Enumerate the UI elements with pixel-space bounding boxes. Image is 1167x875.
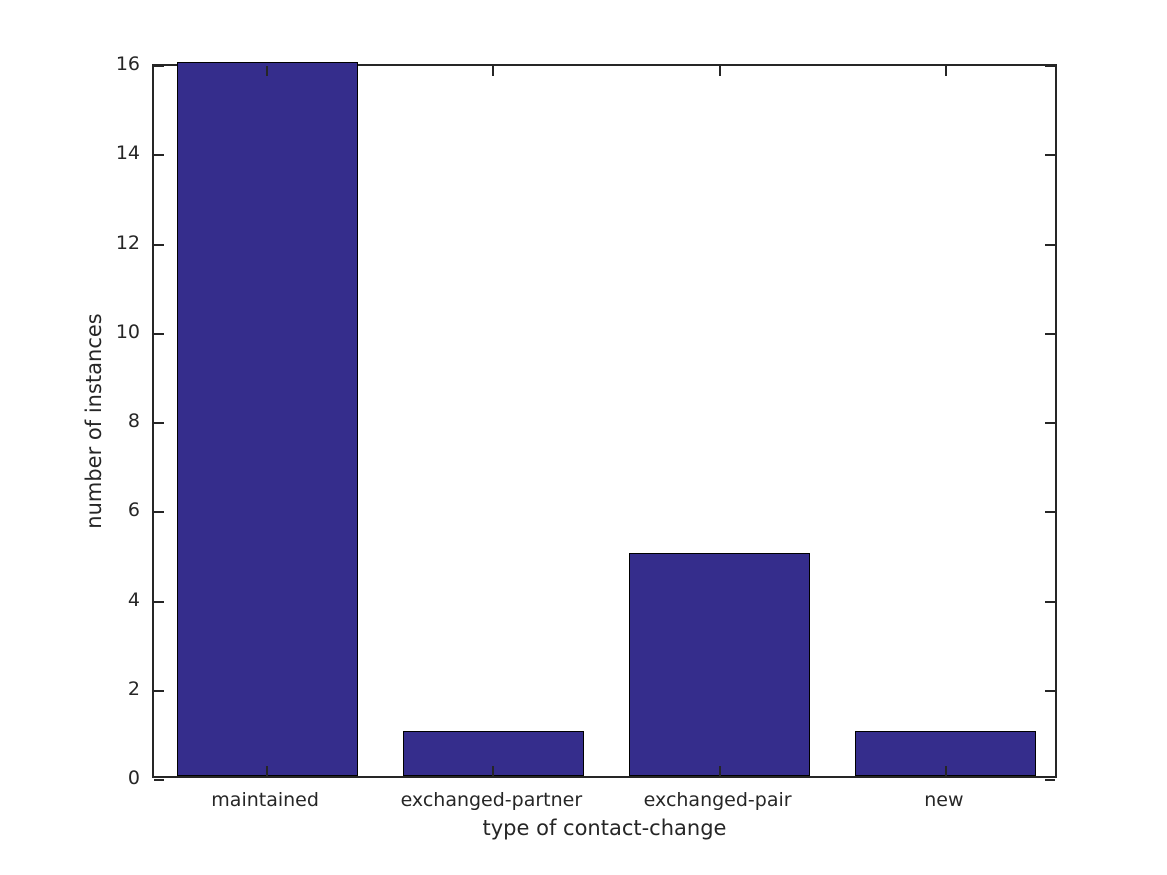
y-tick-right	[1045, 332, 1055, 335]
y-tick-label: 2	[127, 677, 140, 700]
x-tick-top	[492, 66, 495, 76]
y-tick-left	[154, 65, 164, 67]
y-tick-label: 16	[115, 53, 140, 75]
x-tick-label: exchanged-partner	[400, 789, 583, 811]
y-tick-left	[154, 779, 164, 781]
x-tick-label: maintained	[211, 789, 319, 811]
y-tick-label: 14	[115, 142, 140, 165]
y-tick-label: 4	[127, 588, 140, 611]
x-tick-top	[266, 66, 269, 76]
y-tick-left	[154, 689, 164, 692]
y-tick-left	[154, 600, 164, 603]
bar-maintained	[176, 62, 358, 776]
y-tick-left	[154, 332, 164, 335]
y-tick-right	[1045, 154, 1055, 157]
y-tick-right	[1045, 511, 1055, 514]
x-tick-label: new	[924, 789, 964, 811]
y-tick-left	[154, 511, 164, 514]
y-tick-right	[1045, 243, 1055, 246]
plot-area	[152, 62, 1057, 781]
y-tick-right	[1045, 779, 1055, 781]
x-tick-bottom	[266, 766, 269, 776]
y-tick-left	[154, 154, 164, 157]
x-tick-top	[944, 66, 947, 76]
y-tick-label: 0	[127, 767, 140, 789]
x-tick-bottom	[492, 766, 495, 776]
ticks-layer	[154, 65, 1055, 781]
x-tick-bottom	[718, 766, 721, 776]
y-tick-label: 6	[127, 499, 140, 522]
y-tick-left	[154, 243, 164, 246]
y-tick-right	[1045, 689, 1055, 692]
y-tick-right	[1045, 65, 1055, 67]
y-tick-label: 8	[127, 410, 140, 432]
x-tick-bottom	[944, 766, 947, 776]
x-axis-label: type of contact-change	[482, 816, 727, 840]
y-tick-right	[1045, 422, 1055, 424]
y-tick-right	[1045, 600, 1055, 603]
x-tick-top	[718, 66, 721, 76]
y-tick-label: 12	[115, 231, 140, 254]
y-tick-left	[154, 422, 164, 424]
y-tick-label: 10	[115, 320, 140, 343]
y-axis-label: number of instances	[82, 313, 106, 529]
x-tick-label: exchanged-pair	[643, 789, 792, 811]
